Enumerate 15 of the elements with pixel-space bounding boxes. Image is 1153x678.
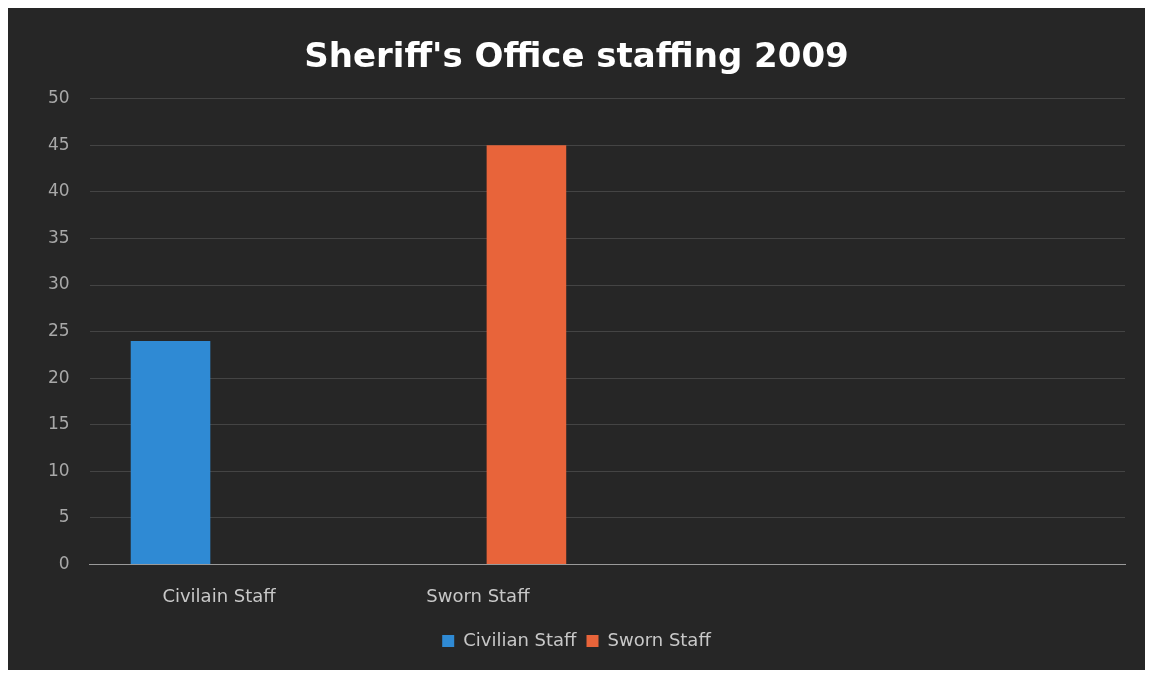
y-tick-label: 5 bbox=[58, 506, 70, 527]
legend-label: Sworn Staff bbox=[607, 628, 712, 650]
y-tick-label: 20 bbox=[47, 366, 70, 387]
y-tick-label: 10 bbox=[47, 459, 70, 480]
y-tick-label: 45 bbox=[47, 133, 70, 154]
y-tick-label: 40 bbox=[47, 180, 70, 201]
y-tick-label: 50 bbox=[47, 87, 70, 108]
legend-label: Civilian Staff bbox=[463, 628, 578, 650]
y-tick-label: 15 bbox=[47, 413, 70, 434]
y-tick-label: 25 bbox=[47, 320, 70, 341]
x-tick-label: Civilain Staff bbox=[162, 584, 277, 606]
y-tick-label: 30 bbox=[47, 273, 70, 294]
y-tick-label: 0 bbox=[58, 552, 70, 573]
chart-title: Sheriff's Office staffing 2009 bbox=[304, 35, 849, 76]
y-tick-label: 35 bbox=[47, 226, 70, 247]
